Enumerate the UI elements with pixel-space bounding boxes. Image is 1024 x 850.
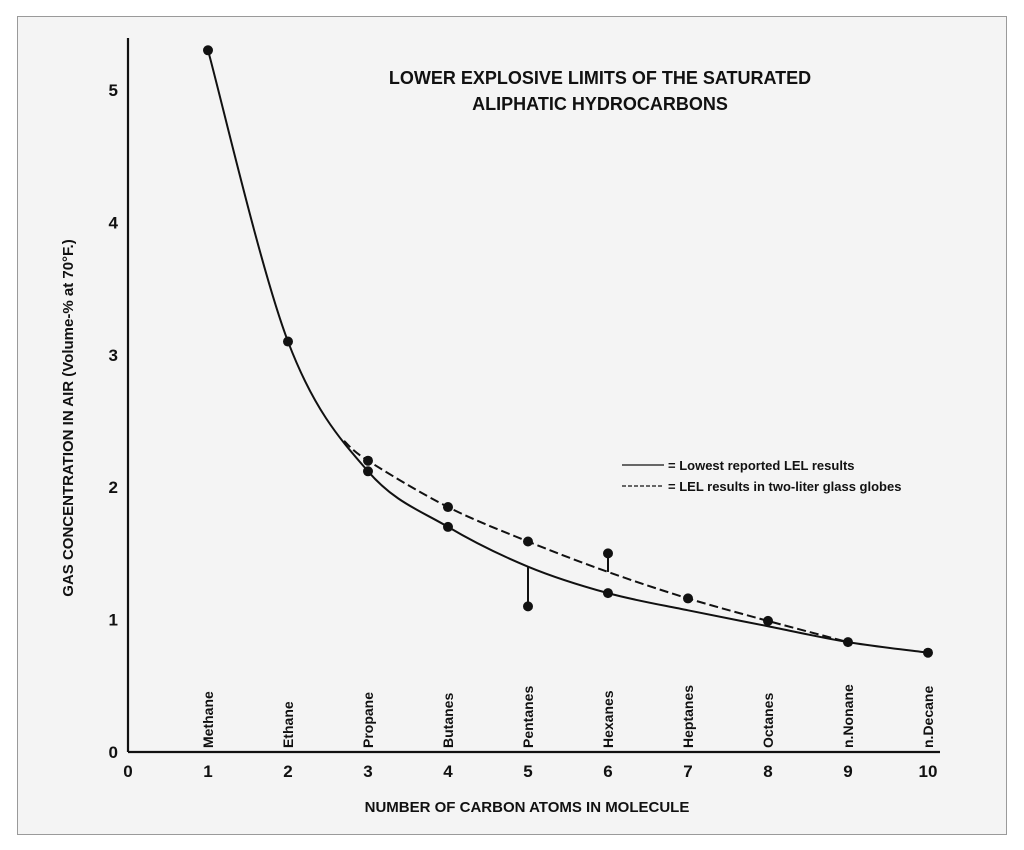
category-labels: Methane Ethane Propane Butanes Pentanes Hexan…	[200, 684, 936, 748]
data-point-s1-4	[683, 593, 693, 604]
y-tick-label-0: 0	[109, 743, 118, 762]
chart-title-line-1: LOWER EXPLOSIVE LIMITS OF THE SATURATED	[389, 68, 811, 88]
tick-labels: 0 1 2 3 4 5 6 7 8 9 10 0 1 2 3 4 5	[109, 81, 938, 781]
data-point-s0-6	[843, 637, 853, 648]
data-point-s1-2	[523, 536, 533, 547]
data-point-s0-2	[363, 466, 373, 477]
y-tick-label-4: 4	[109, 213, 119, 232]
y-tick-label-1: 1	[109, 611, 118, 630]
x-tick-label-4: 4	[443, 762, 453, 781]
x-tick-label-2: 2	[283, 762, 292, 781]
category-label-5: Hexanes	[600, 690, 616, 748]
x-tick-label-5: 5	[523, 762, 532, 781]
x-tick-label-8: 8	[763, 762, 772, 781]
legend-solid-label: = Lowest reported LEL results	[668, 458, 855, 473]
x-tick-label-3: 3	[363, 762, 372, 781]
data-point-s1-3	[603, 548, 613, 559]
data-point-s0-7	[923, 647, 933, 658]
data-point-s1-5	[763, 615, 773, 626]
category-label-3: Butanes	[440, 693, 456, 748]
category-label-4: Pentanes	[520, 686, 536, 748]
category-label-9: n.Decane	[920, 686, 936, 748]
x-tick-label-1: 1	[203, 762, 212, 781]
category-label-6: Heptanes	[680, 685, 696, 748]
legend: = Lowest reported LEL results = LEL resu…	[622, 458, 901, 494]
x-tick-label-10: 10	[919, 762, 938, 781]
data-point-s0-3	[443, 521, 453, 532]
category-label-8: n.Nonane	[840, 684, 856, 748]
legend-dashed-label: = LEL results in two-liter glass globes	[668, 479, 901, 494]
y-tick-label-3: 3	[109, 346, 118, 365]
data-point-s0-1	[283, 336, 293, 347]
data-point-s1-0	[363, 455, 373, 466]
y-tick-label-2: 2	[109, 478, 118, 497]
chart-title-line-2: ALIPHATIC HYDROCARBONS	[472, 94, 728, 114]
category-label-1: Ethane	[280, 701, 296, 748]
y-tick-label-5: 5	[109, 81, 118, 100]
category-label-2: Propane	[360, 692, 376, 748]
data-point-s0-5	[603, 588, 613, 599]
x-axis-label: NUMBER OF CARBON ATOMS IN MOLECULE	[365, 799, 690, 816]
y-axis-label: GAS CONCENTRATION IN AIR (Volume-% at 70…	[60, 239, 77, 596]
chart-frame	[17, 16, 1007, 835]
x-tick-label-0: 0	[123, 762, 132, 781]
x-tick-label-9: 9	[843, 762, 852, 781]
data-point-s0-4	[523, 601, 533, 612]
x-tick-label-7: 7	[683, 762, 692, 781]
data-point-s0-0	[203, 45, 213, 56]
data-point-s1-1	[443, 502, 453, 513]
series-lines	[207, 50, 929, 654]
category-label-7: Octanes	[760, 693, 776, 748]
data-points	[203, 45, 933, 658]
x-tick-label-6: 6	[603, 762, 612, 781]
series-line-1	[343, 440, 849, 644]
axes	[126, 38, 940, 754]
series-line-0	[207, 50, 929, 654]
category-label-0: Methane	[200, 691, 216, 748]
